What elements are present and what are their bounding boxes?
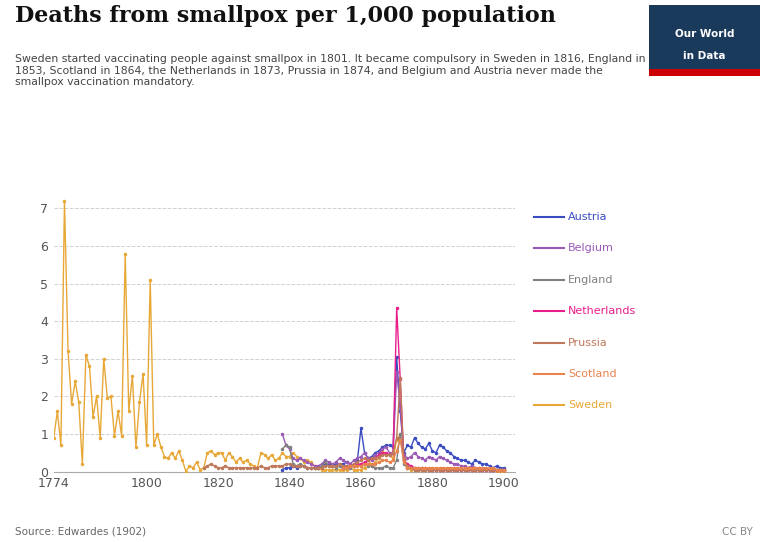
Text: Source: Edwardes (1902): Source: Edwardes (1902) (15, 527, 147, 537)
Text: Sweden: Sweden (568, 401, 613, 410)
Text: Netherlands: Netherlands (568, 306, 637, 316)
Text: CC BY: CC BY (722, 527, 753, 537)
Text: Deaths from smallpox per 1,000 population: Deaths from smallpox per 1,000 populatio… (15, 5, 556, 28)
Text: Sweden started vaccinating people against smallpox in 1801. It became compulsory: Sweden started vaccinating people agains… (15, 54, 646, 87)
Text: Prussia: Prussia (568, 338, 608, 347)
Text: Scotland: Scotland (568, 369, 617, 379)
Text: Austria: Austria (568, 212, 607, 222)
Text: in Data: in Data (684, 51, 726, 61)
Text: Our World: Our World (675, 29, 734, 39)
Text: Belgium: Belgium (568, 243, 614, 253)
Text: England: England (568, 275, 614, 285)
